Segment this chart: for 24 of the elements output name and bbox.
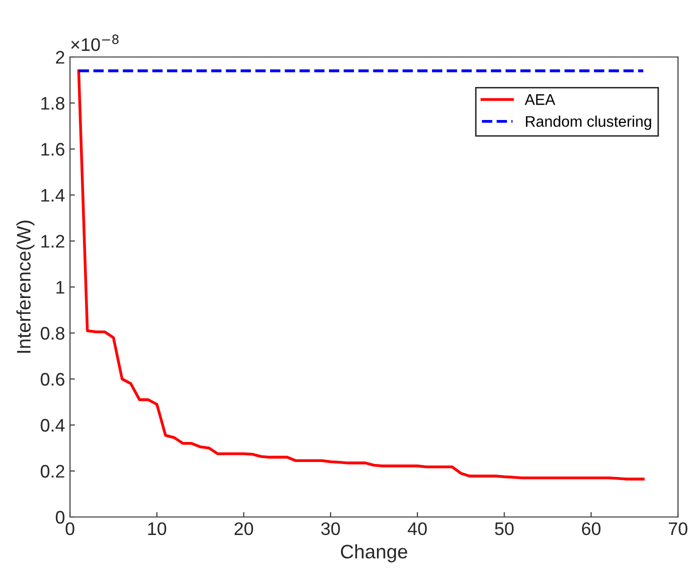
y-tick-label: 1.2 xyxy=(41,234,64,248)
y-tick-label: 2 xyxy=(56,50,64,64)
y-axis-title: Interference(W) xyxy=(16,220,34,353)
y-tick-label: 1.6 xyxy=(41,142,64,156)
y-tick-label: 1.4 xyxy=(41,189,65,202)
text: ×10$^{−8}$ xyxy=(71,34,119,51)
y-tick-label: 0 xyxy=(56,510,64,524)
y-tick-label: 0.2 xyxy=(40,464,64,478)
y-tick-label: 0.8 xyxy=(40,326,64,340)
x-tick-label: 20 xyxy=(234,522,254,536)
x-tick-label: 40 xyxy=(408,522,427,536)
legend-label: Random clustering xyxy=(526,116,652,130)
x-tick-label: 10 xyxy=(148,522,166,536)
x-tick-label: 70 xyxy=(668,522,688,536)
x-tick-label: 50 xyxy=(494,522,514,536)
y-tick-label: 1.8 xyxy=(41,96,64,110)
x-axis-title: Change xyxy=(340,544,408,562)
y-tick-label: 0.4 xyxy=(40,418,65,432)
legend-label: AEA xyxy=(524,94,556,105)
x-tick-label: 30 xyxy=(321,522,340,536)
x-tick-label: 60 xyxy=(582,522,600,536)
y-tick-label: 1 xyxy=(56,281,64,294)
y-tick-label: 0.6 xyxy=(40,372,64,386)
x-tick-label: 0 xyxy=(66,522,74,536)
